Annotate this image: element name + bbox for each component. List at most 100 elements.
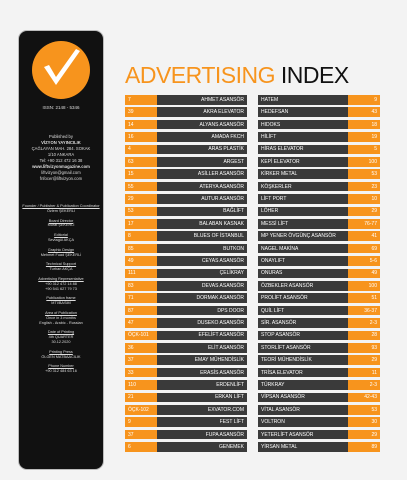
page-number: 14	[125, 119, 157, 130]
advertiser: TEORİ MÜHENDİSLİK	[258, 355, 348, 365]
advertiser: EFELİFT ASANSÖR	[157, 330, 247, 341]
page-number: 37	[125, 355, 157, 365]
role-line: Özlem ŞEKERLİ	[46, 208, 76, 213]
role-line: Mehmet Fuad ŞEKERLİ	[40, 252, 82, 257]
advertiser: AMADA FKCH	[157, 132, 247, 142]
role-line: 4th QUARTER	[48, 335, 74, 340]
advertiser: ONAYLIFT	[258, 256, 348, 266]
page-number: 100	[348, 157, 380, 167]
role-title: Printing Press	[49, 349, 73, 354]
publisher-line: liftvizyon@gmail.com	[41, 170, 81, 175]
page-number: 111	[125, 268, 157, 279]
advertiser: ÇELİKRAY	[157, 268, 247, 279]
index-row: HİLİFT 19	[258, 132, 380, 142]
page-number: 53	[125, 206, 157, 217]
page-number: 89	[348, 442, 380, 452]
advertiser: ERDENLİFT	[157, 380, 247, 390]
advertiser: DUSEKO ASANSÖR	[157, 318, 247, 328]
role: Advertising Representative +90 312 472 14…	[19, 277, 103, 291]
advertiser: NAGEL MAKİNA	[258, 243, 348, 254]
index-row: 85 BUTKON	[125, 243, 247, 254]
index-row: ÖZBEKLER ASANSÖR 100	[258, 281, 380, 291]
index-row: MESSİ LİFT 76-77	[258, 219, 380, 229]
index-row: LÖHER 29	[258, 206, 380, 217]
page-number: 23	[348, 181, 380, 192]
role-line: 30.12.2020	[51, 339, 71, 344]
advertiser: BLUES OF İSTANBUL	[157, 231, 247, 241]
index-row: 21 ERKAN LİFT	[125, 392, 247, 403]
index-row: HİRAS ELEVATOR 5	[258, 144, 380, 155]
index-row: 8 BLUES OF İSTANBUL	[125, 231, 247, 241]
role: Editorial Sevtagül AKÇA	[19, 233, 103, 243]
index-row: 36 ELİT ASANSÖR	[125, 343, 247, 353]
publisher-line: fnfocer@liftvizyon.com	[39, 176, 83, 181]
role-title: Advertising Representative	[38, 276, 84, 281]
role-title: Editorial	[54, 233, 68, 238]
advertiser: HIDOKS	[258, 119, 348, 130]
page-number: 29	[348, 206, 380, 217]
role-line: English - Arabic - Russian	[39, 320, 83, 325]
advertiser: CEYAS ASANSÖR	[157, 256, 247, 266]
index-row: PROLİFT ASANSÖR 51	[258, 293, 380, 303]
advertiser: KÖŞKERLER	[258, 181, 348, 192]
advertiser: YİRSAN METAL	[258, 442, 348, 452]
role-line: Once in 3 months	[46, 315, 76, 320]
roles: Founder / Publisher & Publication Coordi…	[19, 204, 103, 374]
page-number: 47	[125, 318, 157, 328]
page-number: 15	[125, 169, 157, 179]
index-row: 37 EMAY MÜHENDİSLİK	[125, 355, 247, 365]
page-number: 36-37	[348, 305, 380, 316]
index-row: 110 ERDENLİFT	[125, 380, 247, 390]
role-line: ÖLGEN MATBAACILIK	[41, 354, 81, 359]
advertiser: BAĞLİFT	[157, 206, 247, 217]
index-row: NAGEL MAKİNA 69	[258, 243, 380, 254]
advertiser: SİR. ASANSÖR	[258, 318, 348, 328]
index-row: VİTAL ASANSÖR 53	[258, 405, 380, 415]
publisher-line: 1/10 ANKARA	[47, 152, 75, 157]
page-number: 110	[125, 380, 157, 390]
index-row: 63 ARGEST	[125, 157, 247, 167]
index-row: 29 AUTUR ASANSÖR	[125, 194, 247, 204]
index-row: 6 GENEMEK	[125, 442, 247, 452]
index-row: QUİL LİFT 36-37	[258, 305, 380, 316]
advertiser: DEVAS ASANSÖR	[157, 281, 247, 291]
index-row: TRİSA ELEVATOR 11	[258, 367, 380, 378]
advertiser: TRİSA ELEVATOR	[258, 367, 348, 378]
page-number: 39	[125, 107, 157, 117]
advertiser: TÜRKRAY	[258, 380, 348, 390]
index-row: KÖŞKERLER 23	[258, 181, 380, 192]
index-row: 16 AMADA FKCH	[125, 132, 247, 142]
role-title: Technical Support	[45, 262, 77, 267]
page-number: 53	[348, 169, 380, 179]
advertiser: FEST LİFT	[157, 417, 247, 427]
index-row: 14 ALYANS ASANSÖR	[125, 119, 247, 130]
index-row: 7 AHMET ASANSÖR	[125, 95, 247, 105]
index-row: LİFT PORT 10	[258, 194, 380, 204]
page-number: 5-6	[348, 256, 380, 266]
role: Technical Support Turhan AKÇA	[19, 262, 103, 272]
index-row: 9 FEST LİFT	[125, 417, 247, 427]
page-number: 43	[348, 107, 380, 117]
index-row: YETERLİFT ASANSÖR 29	[258, 429, 380, 440]
role: Founder / Publisher & Publication Coordi…	[19, 204, 103, 214]
role-title: Phone Number	[48, 364, 74, 369]
advertiser: KİRKER METAL	[258, 169, 348, 179]
advertiser: VOLTRON	[258, 417, 348, 427]
index-row: TÜRKRAY 2-3	[258, 380, 380, 390]
advertiser: DPS DOOR	[157, 305, 247, 316]
role: Publication frame MTİ/BASIM	[19, 296, 103, 306]
advertiser: ELİT ASANSÖR	[157, 343, 247, 353]
index-row: 111 ÇELİKRAY	[125, 268, 247, 279]
page-number: 6	[125, 442, 157, 452]
index-row: 47 DUSEKO ASANSÖR	[125, 318, 247, 328]
page-number: 63	[125, 157, 157, 167]
role: Board Director Murat ŞEKERLİ	[19, 219, 103, 229]
advertiser: VİTAL ASANSÖR	[258, 405, 348, 415]
page-number: 87	[125, 305, 157, 316]
advertiser: HEDEFSAN	[258, 107, 348, 117]
advertiser: QUİL LİFT	[258, 305, 348, 316]
role: Phone Number +90 312 484 63 16	[19, 364, 103, 374]
page-number: 42-43	[348, 392, 380, 403]
advertiser: HATEM	[258, 95, 348, 105]
page-number: 21	[125, 392, 157, 403]
